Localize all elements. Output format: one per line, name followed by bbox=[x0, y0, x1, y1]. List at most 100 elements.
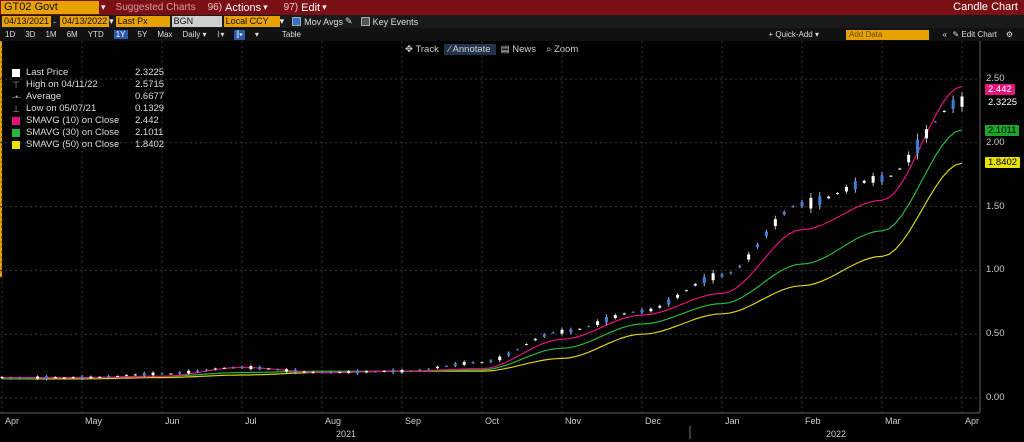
candle-chart-icon[interactable]: ⫿▾ bbox=[234, 29, 245, 40]
table-button[interactable]: Table bbox=[281, 30, 301, 39]
add-data-input[interactable]: Add Data bbox=[846, 29, 929, 40]
candle-body bbox=[36, 376, 40, 379]
ticker-dropdown-icon[interactable]: ▾ bbox=[101, 2, 106, 12]
end-date-field[interactable]: 04/13/2022 bbox=[60, 16, 110, 27]
candle-body bbox=[418, 369, 422, 371]
date-dropdown-icon[interactable]: ▾ bbox=[109, 16, 114, 26]
candle-body bbox=[276, 369, 280, 371]
candle-body bbox=[551, 332, 555, 334]
candle-body bbox=[898, 168, 902, 170]
key-events-checkbox[interactable] bbox=[360, 17, 370, 26]
candle-body bbox=[347, 371, 351, 373]
period-1m[interactable]: 1M bbox=[45, 30, 57, 39]
track-tool[interactable]: ✥ Track bbox=[405, 43, 439, 55]
candle-body bbox=[27, 377, 31, 379]
candle-body bbox=[916, 139, 920, 154]
edit-number: 97) bbox=[283, 2, 299, 13]
chart-controls: 04/13/2021 - 04/13/2022 ▾ Last Px BGN Lo… bbox=[0, 15, 1024, 28]
candle-body bbox=[658, 305, 662, 308]
collapse-icon[interactable]: « bbox=[942, 30, 947, 39]
candle-body bbox=[364, 371, 368, 373]
mov-avgs-checkbox[interactable] bbox=[292, 17, 302, 26]
legend-value: 2.5715 bbox=[135, 79, 165, 90]
candle-body bbox=[844, 186, 848, 192]
candle-body bbox=[151, 372, 155, 376]
y-tick-label: 1.50 bbox=[986, 200, 1005, 212]
x-axis-month-label: Mar bbox=[885, 416, 901, 426]
candle-body bbox=[684, 290, 688, 292]
x-axis-month-label: Jul bbox=[245, 416, 257, 426]
currency-dropdown-icon[interactable]: ▾ bbox=[279, 16, 285, 26]
period-6m[interactable]: 6M bbox=[66, 30, 78, 39]
chart-legend: Last Price 2.3225 ⊤ High on 04/11/22 2.5715… bbox=[12, 67, 164, 151]
candle-body bbox=[204, 369, 208, 371]
candle-body bbox=[258, 366, 262, 370]
period-1y[interactable]: 1Y bbox=[113, 30, 128, 39]
x-axis-month-label: May bbox=[85, 416, 103, 426]
candle-body bbox=[791, 206, 795, 208]
gear-icon[interactable]: ⚙ bbox=[1005, 30, 1013, 39]
candle-body bbox=[107, 375, 111, 378]
edit-chart-button[interactable]: ✎ Edit Chart bbox=[952, 30, 997, 39]
candle-body bbox=[880, 175, 884, 182]
annotate-tool[interactable]: ⁄ Annotate bbox=[443, 43, 496, 55]
zoom-label: Zoom bbox=[553, 43, 579, 55]
x-axis-month-label: Aug bbox=[325, 416, 342, 426]
mov-avgs-label[interactable]: Mov Avgs bbox=[304, 16, 344, 27]
x-axis-month-label: Apr bbox=[5, 416, 20, 426]
actions-menu[interactable]: Actions bbox=[225, 1, 262, 14]
period-max[interactable]: Max bbox=[157, 30, 173, 39]
candle-body bbox=[764, 231, 768, 236]
news-tool[interactable]: ▤ News bbox=[500, 43, 536, 55]
legend-name: SMAVG (10) on Close bbox=[26, 115, 120, 126]
x-axis-month-label: Jun bbox=[165, 416, 180, 426]
price-chart[interactable] bbox=[0, 41, 1024, 442]
pencil-icon[interactable]: ✎ bbox=[345, 16, 353, 26]
source-field[interactable]: BGN bbox=[171, 16, 222, 27]
candle-body bbox=[267, 368, 271, 370]
x-axis-month-label: Sep bbox=[405, 416, 422, 426]
x-axis-month-label: Jan bbox=[725, 416, 740, 426]
currency-field[interactable]: Local CCY bbox=[223, 16, 280, 27]
candle-body bbox=[542, 334, 546, 337]
period-ytd[interactable]: YTD bbox=[87, 30, 104, 39]
ticker-input[interactable]: GT02 Govt bbox=[1, 1, 99, 14]
suggested-charts-link[interactable]: Suggested Charts bbox=[115, 2, 196, 13]
more-icon[interactable]: ▾ bbox=[254, 30, 259, 39]
candle-body bbox=[178, 372, 182, 374]
last-price-swatch bbox=[12, 69, 20, 77]
candle-body bbox=[693, 284, 697, 286]
key-events-label[interactable]: Key Events bbox=[372, 16, 419, 27]
candle-body bbox=[702, 276, 706, 284]
candle-body bbox=[160, 373, 164, 375]
candle-body bbox=[480, 362, 484, 364]
period-5y[interactable]: 5Y bbox=[137, 30, 148, 39]
candle-body bbox=[249, 366, 253, 370]
candle-body bbox=[53, 377, 57, 379]
line-chart-icon[interactable]: ⌇▾ bbox=[216, 30, 225, 39]
candle-body bbox=[498, 356, 502, 361]
value-tag: 2.3225 bbox=[985, 97, 1021, 108]
candle-body bbox=[116, 375, 120, 377]
candle-body bbox=[320, 372, 324, 374]
candle-body bbox=[604, 317, 608, 323]
field-selector[interactable]: Last Px bbox=[115, 16, 170, 27]
actions-dropdown-icon[interactable]: ▾ bbox=[263, 2, 268, 12]
edit-menu[interactable]: Edit bbox=[301, 1, 321, 14]
edit-dropdown-icon[interactable]: ▾ bbox=[322, 2, 327, 12]
start-date-field[interactable]: 04/13/2021 bbox=[2, 16, 52, 27]
candle-body bbox=[516, 349, 520, 351]
x-axis-year-label: 2022 bbox=[826, 429, 847, 439]
candle-body bbox=[489, 360, 493, 363]
candle-body bbox=[44, 376, 48, 379]
candle-body bbox=[640, 309, 644, 313]
quick-add-button[interactable]: + Quick-Add ▾ bbox=[768, 30, 819, 39]
period-3d[interactable]: 3D bbox=[25, 30, 36, 39]
zoom-tool[interactable]: ⌕ Zoom bbox=[545, 43, 579, 55]
candle-body bbox=[284, 369, 288, 372]
period-1d[interactable]: 1D bbox=[5, 30, 16, 39]
candle-body bbox=[924, 129, 928, 139]
frequency-select[interactable]: Daily ▾ bbox=[182, 30, 207, 39]
candle-body bbox=[329, 371, 333, 373]
legend-value: 1.8402 bbox=[135, 139, 165, 150]
